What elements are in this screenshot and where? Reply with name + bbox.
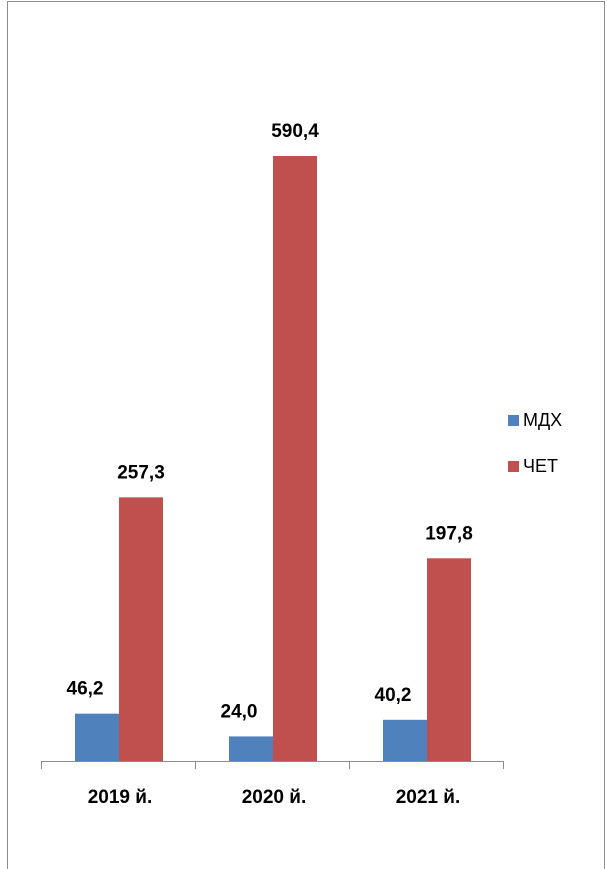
data-labels-group: 46,2 257,3 24,0 590,4 40,2 197,8 (67, 121, 473, 722)
data-label: 24,0 (221, 701, 258, 722)
bars-group (75, 156, 471, 761)
legend-swatch-МДХ (508, 415, 519, 426)
bar-МДХ-2 (383, 719, 427, 761)
x-tick-label: 2019 й. (88, 787, 153, 808)
bar-МДХ-0 (75, 713, 119, 761)
legend-label: ЧЕТ (523, 456, 558, 476)
bar-ЧЕТ-0 (119, 497, 163, 761)
data-label: 46,2 (67, 679, 104, 700)
data-label: 590,4 (271, 121, 319, 142)
data-label: 197,8 (425, 523, 473, 544)
bar-МДХ-1 (229, 736, 273, 761)
x-axis: 2019 й. 2020 й. 2021 й. (41, 761, 504, 808)
legend-label: МДХ (523, 410, 562, 430)
data-label: 40,2 (375, 685, 412, 706)
bar-ЧЕТ-1 (273, 156, 317, 761)
bar-ЧЕТ-2 (427, 558, 471, 761)
data-label: 257,3 (117, 462, 165, 483)
legend-swatch-ЧЕТ (508, 461, 519, 472)
x-tick-label: 2020 й. (242, 787, 307, 808)
legend: МДХ ЧЕТ (508, 410, 562, 476)
x-tick-label: 2021 й. (396, 787, 461, 808)
